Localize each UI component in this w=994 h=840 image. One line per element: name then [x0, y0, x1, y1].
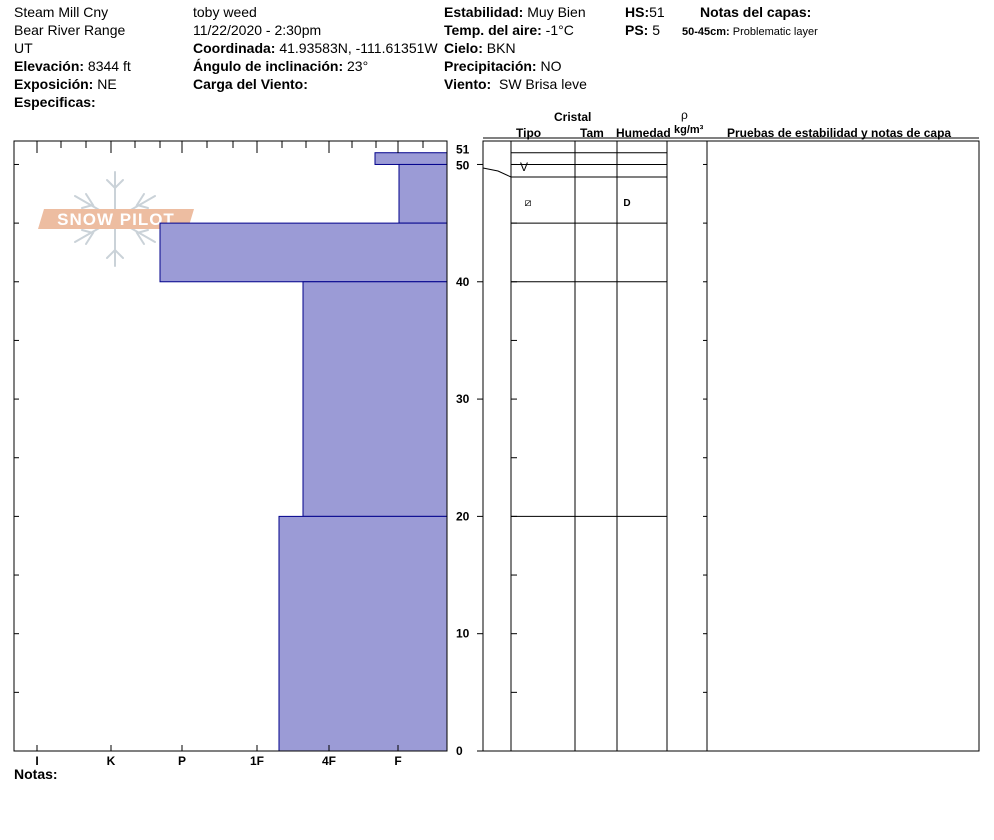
observer: toby weed: [193, 4, 257, 20]
elevation-value: 8344 ft: [87, 58, 131, 74]
elevation-label: Elevación:: [14, 58, 85, 74]
size-header: Tam: [580, 126, 604, 140]
hardness-tick-label: 1F: [250, 754, 264, 768]
aspect-label: Exposición:: [14, 76, 94, 92]
sky: Cielo: BKN: [444, 40, 516, 56]
coord-value: 41.93583N, -111.61351W: [279, 40, 438, 56]
air-temp-label: Temp. del aire:: [444, 22, 542, 38]
crystal-header: Cristal: [554, 110, 592, 124]
coordinates: Coordinada: 41.93583N, -111.61351W: [193, 40, 438, 56]
notes-label: Notas:: [14, 766, 58, 782]
slope-value: 23°: [347, 58, 369, 74]
logo-text: SNOW PILOT: [57, 210, 175, 229]
wind-label: Viento:: [444, 76, 492, 92]
layer-note-text: Problematic layer: [732, 26, 818, 38]
sky-label: Cielo:: [444, 40, 483, 56]
layer-note: 50-45cm: Problematic layer: [682, 24, 818, 40]
datetime: 11/22/2020 - 2:30pm: [193, 22, 322, 38]
sky-value: BKN: [486, 40, 516, 56]
elevation: Elevación: 8344 ft: [14, 58, 131, 74]
depth-connector: [482, 167, 512, 178]
moisture-header: Humedad: [616, 126, 671, 140]
wind-load-label: Carga del Viento:: [193, 76, 308, 92]
hs-label: HS:: [625, 4, 650, 20]
air-temp-value: -1°C: [545, 22, 574, 38]
layer-note-range: 50-45cm:: [682, 26, 730, 38]
grain-type-cell: ⧄: [525, 197, 532, 209]
grain-type-cell: V: [520, 160, 528, 174]
coord-label: Coordinada:: [193, 40, 276, 56]
depth-label: 20: [456, 509, 470, 523]
stability-label: Estabilidad:: [444, 4, 524, 20]
tests-header: Pruebas de estabilidad y notas de capa: [727, 126, 952, 140]
wind: Viento: SW Brisa leve: [444, 76, 587, 92]
depth-label: 51: [456, 143, 470, 157]
ps: PS: 5: [625, 22, 660, 38]
stability: Estabilidad: Muy Bien: [444, 4, 586, 20]
depth-label: 0: [456, 744, 463, 758]
hardness-bar-1: [374, 152, 448, 165]
rho-header: ρ: [681, 108, 688, 122]
hardness-tick-label: I: [35, 754, 38, 768]
depth-label: 10: [456, 627, 470, 641]
hardness-tick-label: P: [178, 754, 186, 768]
layer-notes-label: Notas del capas:: [700, 4, 812, 20]
hs-value: 51: [649, 4, 665, 20]
slope: Ángulo de inclinación: 23°: [193, 58, 368, 74]
hardness-tick-label: 4F: [322, 754, 336, 768]
hardness-bar-2: [398, 163, 448, 224]
hardness-bar-4: [302, 281, 448, 517]
hs: HS:51: [625, 4, 665, 20]
precipitation: Precipitación: NO: [444, 58, 561, 74]
aspect-value: NE: [97, 76, 117, 92]
hardness-bar-3: [159, 222, 448, 283]
ps-value: 5: [652, 22, 661, 38]
hardness-bar-5: [278, 515, 448, 752]
air-temp: Temp. del aire: -1°C: [444, 22, 574, 38]
aspect: Exposición: NE: [14, 76, 117, 92]
precip-value: NO: [540, 58, 562, 74]
depth-label: 30: [456, 392, 470, 406]
hardness-tick-label: K: [107, 754, 116, 768]
type-header: Tipo: [516, 126, 542, 140]
depth-label: 40: [456, 275, 470, 289]
slope-label: Ángulo de inclinación:: [193, 58, 344, 74]
ps-label: PS:: [625, 22, 649, 38]
location: Steam Mill Cny: [14, 4, 109, 20]
depth-label: 50: [456, 158, 470, 172]
stability-value: Muy Bien: [527, 4, 586, 20]
snow-pilot-logo: SNOW PILOT: [38, 171, 194, 267]
specifics-label: Especificas:: [14, 94, 96, 110]
hardness-tick-label: F: [394, 754, 401, 768]
grain-moisture-cell: D: [623, 198, 630, 209]
hardness-frame: [13, 140, 448, 752]
wind-value: SW Brisa leve: [498, 76, 587, 92]
density-unit-header: kg/m³: [674, 124, 704, 136]
range: Bear River Range: [14, 22, 126, 38]
precip-label: Precipitación:: [444, 58, 537, 74]
state: UT: [14, 40, 33, 56]
grain-table-frame: [482, 140, 980, 752]
